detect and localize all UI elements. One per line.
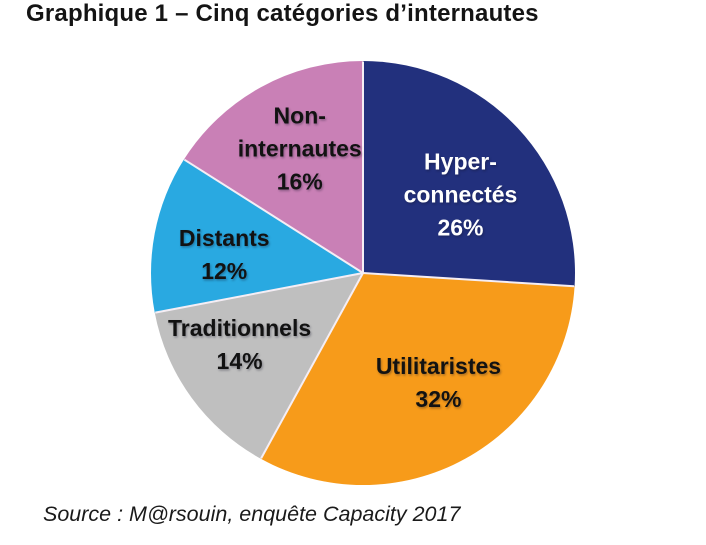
pie-slice-traditionnels	[154, 273, 363, 459]
pie-slice-hyper-connect-s	[363, 61, 575, 287]
pie-slice-utilitaristes	[260, 273, 575, 486]
chart-source: Source : M@rsouin, enquête Capacity 2017	[43, 502, 461, 526]
slice-separator	[260, 272, 364, 459]
pie-slice-non-internautes	[184, 60, 363, 273]
pie-slice-distants	[151, 159, 363, 313]
slice-separator	[183, 158, 364, 274]
slice-separator	[362, 272, 575, 288]
slice-separator	[155, 272, 364, 314]
chart-title: Graphique 1 – Cinq catégories d’internau…	[26, 0, 539, 27]
